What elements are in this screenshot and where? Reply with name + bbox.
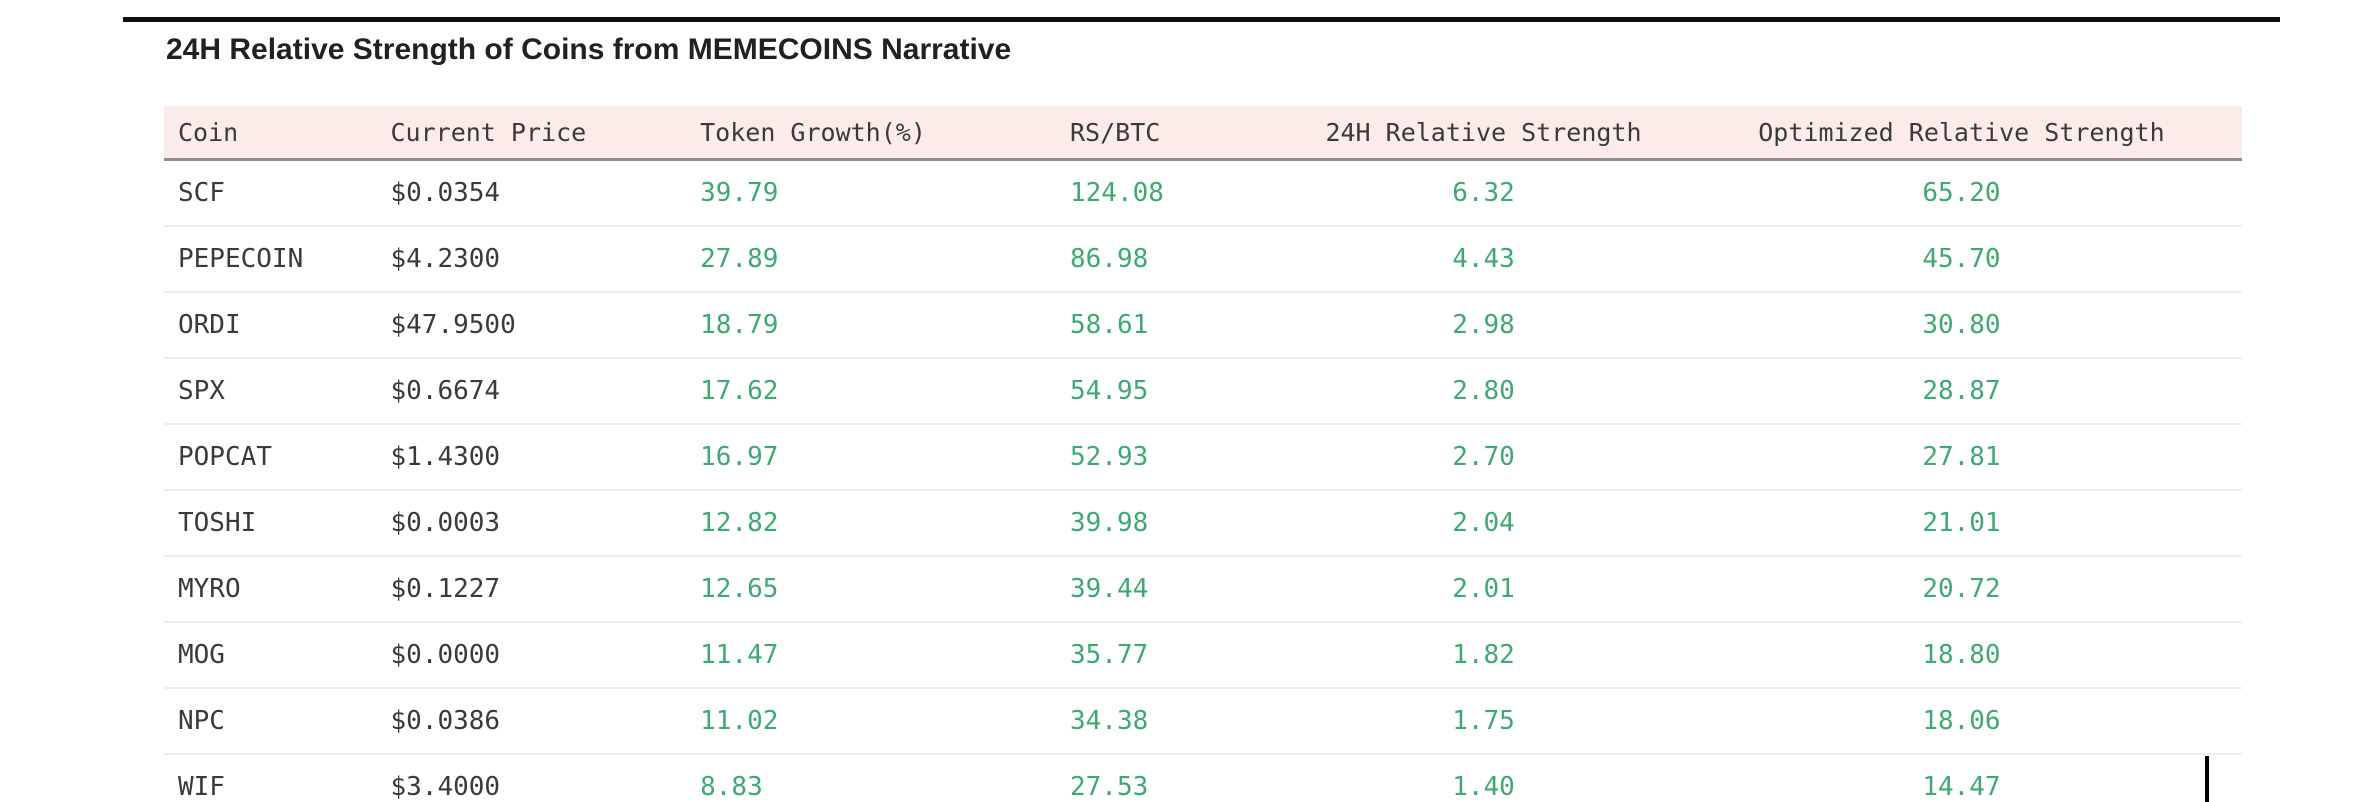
column-header-current-price: Current Price bbox=[390, 106, 701, 161]
token-growth-cell: 27.89 bbox=[700, 226, 1070, 293]
token-growth-cell: 11.47 bbox=[700, 622, 1070, 689]
rs-24h-cell: 2.04 bbox=[1286, 490, 1681, 557]
coin-cell: SCF bbox=[164, 159, 391, 227]
rs-btc-cell: 58.61 bbox=[1069, 292, 1287, 359]
current-price-cell: $47.9500 bbox=[390, 292, 701, 359]
token-growth-cell: 39.79 bbox=[700, 159, 1070, 227]
table-row: MOG $0.0000 11.47 35.77 1.82 18.80 bbox=[164, 622, 2242, 689]
rs-24h-cell: 6.32 bbox=[1286, 159, 1681, 227]
rs-btc-cell: 35.77 bbox=[1069, 622, 1287, 689]
token-growth-cell: 8.83 bbox=[700, 754, 1070, 802]
optimized-rs-cell: 20.72 bbox=[1680, 556, 2242, 623]
rs-24h-cell: 2.01 bbox=[1286, 556, 1681, 623]
coin-cell: TOSHI bbox=[164, 490, 391, 557]
table-row: NPC $0.0386 11.02 34.38 1.75 18.06 bbox=[164, 688, 2242, 755]
rs-24h-cell: 2.70 bbox=[1286, 424, 1681, 491]
table-row: MYRO $0.1227 12.65 39.44 2.01 20.72 bbox=[164, 556, 2242, 623]
table-row: TOSHI $0.0003 12.82 39.98 2.04 21.01 bbox=[164, 490, 2242, 557]
rs-btc-cell: 54.95 bbox=[1069, 358, 1287, 425]
coin-cell: WIF bbox=[164, 754, 391, 802]
rs-btc-cell: 39.44 bbox=[1069, 556, 1287, 623]
table-row: ORDI $47.9500 18.79 58.61 2.98 30.80 bbox=[164, 292, 2242, 359]
coin-cell: MYRO bbox=[164, 556, 391, 623]
optimized-rs-cell: 27.81 bbox=[1680, 424, 2242, 491]
table-row: SCF $0.0354 39.79 124.08 6.32 65.20 bbox=[164, 159, 2242, 227]
relative-strength-table-container: Coin Current Price Token Growth(%) RS/BT… bbox=[164, 106, 2242, 802]
token-growth-cell: 12.65 bbox=[700, 556, 1070, 623]
column-header-24h-relative-strength: 24H Relative Strength bbox=[1286, 106, 1681, 161]
rs-24h-cell: 1.75 bbox=[1286, 688, 1681, 755]
current-price-cell: $4.2300 bbox=[390, 226, 701, 293]
rs-24h-cell: 4.43 bbox=[1286, 226, 1681, 293]
current-price-cell: $3.4000 bbox=[390, 754, 701, 802]
optimized-rs-cell: 14.47 bbox=[1680, 754, 2242, 802]
rs-btc-cell: 39.98 bbox=[1069, 490, 1287, 557]
token-growth-cell: 16.97 bbox=[700, 424, 1070, 491]
coin-cell: PEPECOIN bbox=[164, 226, 391, 293]
optimized-rs-cell: 28.87 bbox=[1680, 358, 2242, 425]
rs-btc-cell: 27.53 bbox=[1069, 754, 1287, 802]
top-divider-rule bbox=[123, 17, 2280, 22]
optimized-rs-cell: 18.06 bbox=[1680, 688, 2242, 755]
coin-cell: MOG bbox=[164, 622, 391, 689]
rs-btc-cell: 86.98 bbox=[1069, 226, 1287, 293]
optimized-rs-cell: 65.20 bbox=[1680, 159, 2242, 227]
optimized-rs-cell: 18.80 bbox=[1680, 622, 2242, 689]
coin-cell: ORDI bbox=[164, 292, 391, 359]
rs-24h-cell: 2.98 bbox=[1286, 292, 1681, 359]
current-price-cell: $0.1227 bbox=[390, 556, 701, 623]
current-price-cell: $0.0000 bbox=[390, 622, 701, 689]
current-price-cell: $0.6674 bbox=[390, 358, 701, 425]
rs-btc-cell: 52.93 bbox=[1069, 424, 1287, 491]
token-growth-cell: 11.02 bbox=[700, 688, 1070, 755]
current-price-cell: $1.4300 bbox=[390, 424, 701, 491]
rs-24h-cell: 2.80 bbox=[1286, 358, 1681, 425]
rs-btc-cell: 34.38 bbox=[1069, 688, 1287, 755]
rs-btc-cell: 124.08 bbox=[1069, 159, 1287, 227]
table-row: PEPECOIN $4.2300 27.89 86.98 4.43 45.70 bbox=[164, 226, 2242, 293]
rs-24h-cell: 1.40 bbox=[1286, 754, 1681, 802]
column-header-rs-btc: RS/BTC bbox=[1069, 106, 1287, 161]
column-header-coin: Coin bbox=[164, 106, 391, 161]
text-cursor bbox=[2205, 756, 2209, 802]
coin-cell: POPCAT bbox=[164, 424, 391, 491]
current-price-cell: $0.0003 bbox=[390, 490, 701, 557]
page-title: 24H Relative Strength of Coins from MEME… bbox=[166, 33, 1012, 66]
optimized-rs-cell: 21.01 bbox=[1680, 490, 2242, 557]
token-growth-cell: 17.62 bbox=[700, 358, 1070, 425]
column-header-optimized-relative-strength: Optimized Relative Strength bbox=[1680, 106, 2242, 161]
current-price-cell: $0.0386 bbox=[390, 688, 701, 755]
table-body: SCF $0.0354 39.79 124.08 6.32 65.20 PEPE… bbox=[164, 159, 2242, 802]
optimized-rs-cell: 30.80 bbox=[1680, 292, 2242, 359]
table-row: POPCAT $1.4300 16.97 52.93 2.70 27.81 bbox=[164, 424, 2242, 491]
relative-strength-table: Coin Current Price Token Growth(%) RS/BT… bbox=[164, 106, 2242, 802]
token-growth-cell: 12.82 bbox=[700, 490, 1070, 557]
rs-24h-cell: 1.82 bbox=[1286, 622, 1681, 689]
current-price-cell: $0.0354 bbox=[390, 159, 701, 227]
table-row: WIF $3.4000 8.83 27.53 1.40 14.47 bbox=[164, 754, 2242, 802]
coin-cell: NPC bbox=[164, 688, 391, 755]
table-row: SPX $0.6674 17.62 54.95 2.80 28.87 bbox=[164, 358, 2242, 425]
token-growth-cell: 18.79 bbox=[700, 292, 1070, 359]
table-header-row: Coin Current Price Token Growth(%) RS/BT… bbox=[164, 106, 2242, 161]
table-header: Coin Current Price Token Growth(%) RS/BT… bbox=[164, 106, 2242, 161]
coin-cell: SPX bbox=[164, 358, 391, 425]
column-header-token-growth: Token Growth(%) bbox=[700, 106, 1070, 161]
optimized-rs-cell: 45.70 bbox=[1680, 226, 2242, 293]
